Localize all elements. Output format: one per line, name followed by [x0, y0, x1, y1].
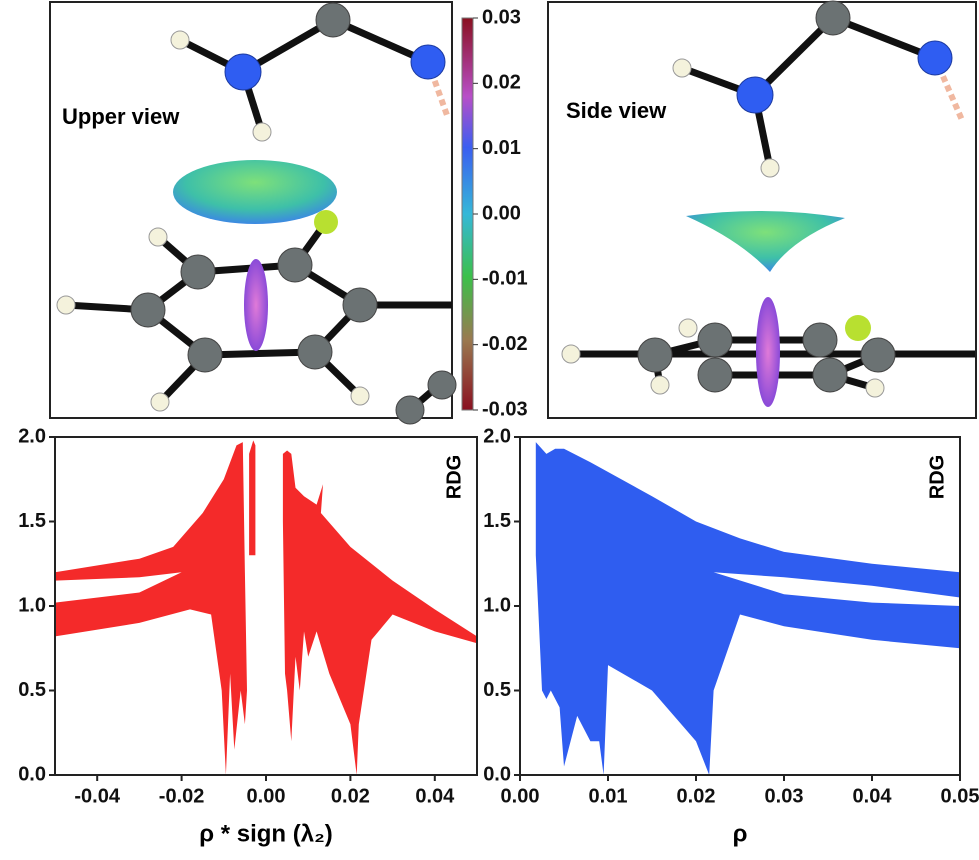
colorbar-tick-label: -0.01	[482, 268, 528, 290]
rdg-region	[55, 442, 247, 775]
rdg-region	[282, 450, 477, 775]
x-tick-label: 0.02	[331, 785, 370, 807]
colorbar-tick-label: 0.03	[482, 6, 521, 28]
y-tick-label: 1.5	[483, 510, 511, 532]
x-tick-label: 0.02	[677, 785, 716, 807]
y-tick-label: 0.0	[483, 763, 511, 785]
colorbar-tick-label: -0.03	[482, 398, 528, 420]
y-tick-label: 1.0	[18, 594, 46, 616]
colorbar-tick-label: -0.02	[482, 333, 528, 355]
x-tick-label: 0.04	[415, 785, 455, 807]
x-axis-label: ρ * sign (λ₂)	[199, 820, 333, 847]
rdg-region	[535, 442, 960, 775]
x-tick-label: 0.05	[941, 785, 979, 807]
x-tick-label: -0.02	[159, 785, 205, 807]
x-tick-label: 0.00	[501, 785, 540, 807]
x-axis-label: ρ	[733, 820, 748, 847]
color-bar: 0.03 0.02 0.01 0.00 -0.01 -0.02 -0.03	[461, 6, 528, 420]
view-label: Side view	[566, 98, 667, 123]
x-tick-label: 0.01	[589, 785, 628, 807]
y-tick-label: 0.5	[483, 679, 511, 701]
y-tick-label: 1.0	[483, 594, 511, 616]
side-view-panel: Side view	[547, 0, 977, 419]
molecule	[561, 0, 975, 407]
color-scale	[461, 17, 474, 411]
y-tick-label: 0.5	[18, 679, 46, 701]
molecule	[56, 2, 457, 425]
upper-view-panel: Upper view	[49, 1, 457, 425]
colorbar-tick-label: 0.02	[482, 72, 521, 94]
y-tick-label: 2.0	[483, 425, 511, 447]
x-tick-label: 0.04	[853, 785, 893, 807]
x-tick-label: -0.04	[74, 785, 120, 807]
y-tick-label: 0.0	[18, 763, 46, 785]
x-tick-label: 0.00	[247, 785, 286, 807]
plots: 0.0 0.5 1.0 1.5 2.0 -0.04 -0.02 0.00 0.02 0.04 ρ *…	[18, 425, 979, 847]
y-axis-label: RDG	[443, 455, 465, 499]
x-tick-label: 0.03	[765, 785, 804, 807]
colorbar-tick-label: 0.01	[482, 137, 521, 159]
y-tick-label: 2.0	[18, 425, 46, 447]
rdg-region	[249, 440, 256, 556]
view-label: Upper view	[62, 104, 180, 129]
colorbar-tick-label: 0.00	[482, 202, 521, 224]
y-axis-label: RDG	[926, 455, 948, 499]
y-tick-label: 1.5	[18, 510, 46, 532]
